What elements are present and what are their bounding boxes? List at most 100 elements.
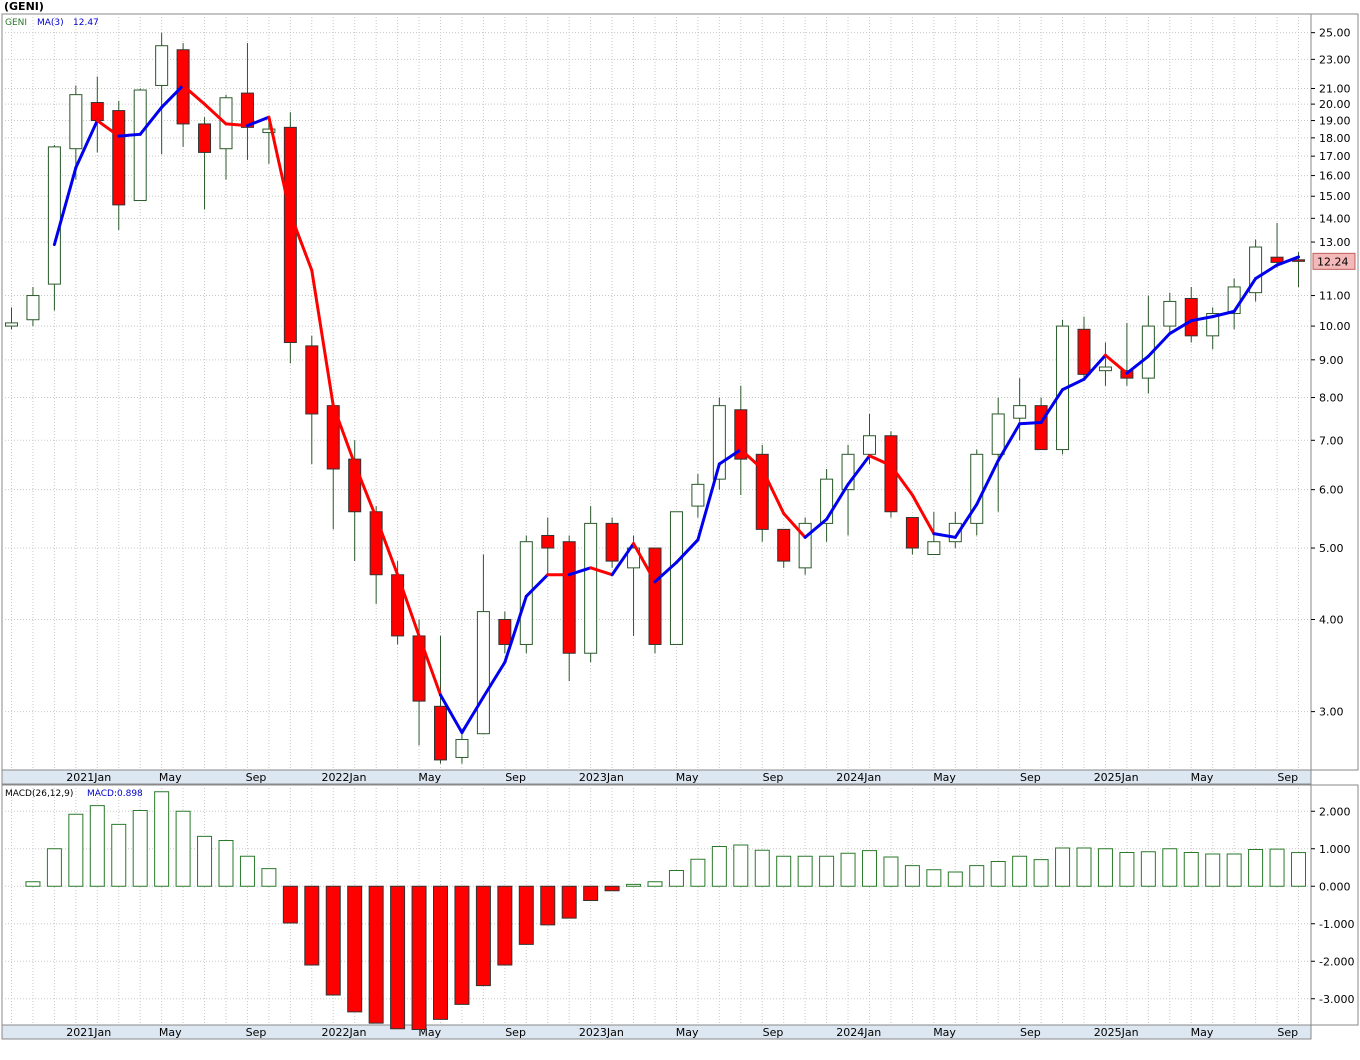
candle bbox=[734, 385, 748, 496]
candle-body bbox=[434, 705, 447, 761]
candle bbox=[262, 120, 276, 164]
date-label: May bbox=[933, 1026, 956, 1039]
ma-segment bbox=[910, 493, 936, 536]
candle-body bbox=[155, 45, 169, 86]
ma-segment bbox=[396, 573, 421, 638]
price-tick-label: 8.00 bbox=[1319, 392, 1344, 405]
candle-body bbox=[519, 541, 533, 645]
macd-bar bbox=[969, 865, 985, 887]
ma-segment bbox=[160, 83, 185, 109]
price-tick-label: 23.00 bbox=[1319, 53, 1351, 66]
macd-bar bbox=[926, 869, 942, 887]
candle-body bbox=[991, 413, 1005, 455]
macd-bar bbox=[475, 885, 491, 987]
macd-bar bbox=[411, 885, 427, 1030]
price-tick-label: 10.00 bbox=[1319, 320, 1351, 333]
macd-bar bbox=[1183, 852, 1199, 887]
ma-segment bbox=[74, 119, 99, 170]
macd-bar bbox=[947, 871, 963, 887]
macd-bar bbox=[1269, 848, 1285, 887]
legend-ma-label: MA(3) bbox=[37, 18, 64, 28]
date-label: May bbox=[1191, 771, 1214, 784]
macd-bar bbox=[154, 791, 170, 887]
date-label: Sep bbox=[1277, 771, 1298, 784]
candle-body bbox=[26, 295, 40, 321]
ma-segment bbox=[1082, 353, 1107, 381]
macd-bar bbox=[1033, 859, 1049, 887]
candle-body bbox=[1034, 405, 1048, 451]
candle bbox=[562, 535, 576, 682]
ma-segment bbox=[203, 102, 228, 126]
macd-bar bbox=[904, 865, 920, 887]
ma-segment bbox=[417, 634, 442, 697]
candle bbox=[1077, 316, 1091, 379]
ma-segment bbox=[267, 115, 292, 216]
macd-bar bbox=[518, 885, 534, 945]
ma-segment bbox=[353, 462, 378, 520]
candle bbox=[455, 733, 469, 764]
candle-body bbox=[455, 738, 469, 758]
ma-segment bbox=[503, 594, 528, 664]
macd-bar bbox=[754, 849, 770, 887]
macd-legend-label: MACD(26,12,9) bbox=[5, 789, 73, 799]
macd-bar bbox=[25, 881, 41, 887]
macd-bar bbox=[1291, 852, 1306, 887]
candle-body bbox=[734, 409, 748, 460]
ma-segment bbox=[889, 464, 914, 497]
candle bbox=[584, 506, 598, 663]
date-label: 2025Jan bbox=[1094, 1026, 1139, 1039]
candle-body bbox=[498, 618, 512, 645]
ticker-label: (GENI) bbox=[4, 0, 44, 13]
date-label: May bbox=[676, 771, 699, 784]
macd-bar bbox=[1012, 855, 1028, 887]
macd-tick-label: 0.000 bbox=[1319, 880, 1351, 893]
price-tick-label: 19.00 bbox=[1319, 115, 1351, 128]
macd-bar bbox=[1055, 847, 1071, 887]
macd-bar bbox=[218, 840, 234, 887]
macd-bar bbox=[1205, 853, 1221, 887]
date-label: 2023Jan bbox=[579, 771, 624, 784]
macd-bar bbox=[1162, 848, 1178, 887]
candle-body bbox=[133, 89, 147, 202]
ma-segment bbox=[846, 454, 871, 486]
price-axis-panel bbox=[1310, 13, 1359, 771]
candle bbox=[155, 32, 169, 155]
date-label: 2024Jan bbox=[836, 1026, 881, 1039]
date-label: Sep bbox=[763, 1026, 784, 1039]
candle-body bbox=[476, 611, 490, 735]
candle-body bbox=[1184, 297, 1198, 337]
macd-bar bbox=[46, 848, 62, 887]
macd-tick-label: -3.000 bbox=[1319, 993, 1354, 1006]
candle bbox=[798, 517, 812, 575]
candle-body bbox=[669, 511, 683, 645]
ma-segment bbox=[674, 538, 700, 564]
ma-segment bbox=[95, 119, 121, 138]
ma-segment bbox=[1211, 309, 1236, 319]
price-tick-label: 3.00 bbox=[1319, 706, 1344, 719]
date-label: 2021Jan bbox=[66, 1026, 111, 1039]
price-tick-label: 15.00 bbox=[1319, 190, 1351, 203]
price-tick-label: 21.00 bbox=[1319, 82, 1351, 95]
candle-body bbox=[5, 322, 18, 327]
candle-body bbox=[777, 528, 791, 562]
price-tick-label: 18.00 bbox=[1319, 132, 1351, 145]
macd-bar bbox=[733, 844, 749, 887]
date-label: May bbox=[933, 771, 956, 784]
candle-body bbox=[112, 110, 126, 206]
candle bbox=[627, 535, 641, 636]
candle-body bbox=[627, 547, 641, 569]
price-tick-label: 25.00 bbox=[1319, 27, 1351, 40]
date-label: May bbox=[159, 771, 182, 784]
macd-bar bbox=[1119, 852, 1135, 887]
ma-segment bbox=[1189, 315, 1215, 323]
ma-segment bbox=[224, 122, 249, 128]
candle-body bbox=[1098, 366, 1112, 372]
ma-segment bbox=[52, 166, 78, 247]
macd-panel bbox=[1, 784, 1312, 1026]
macd-bar bbox=[111, 823, 127, 887]
candle bbox=[391, 561, 405, 645]
candle-body bbox=[605, 522, 619, 562]
candle bbox=[691, 474, 705, 518]
date-label: 2022Jan bbox=[321, 771, 366, 784]
